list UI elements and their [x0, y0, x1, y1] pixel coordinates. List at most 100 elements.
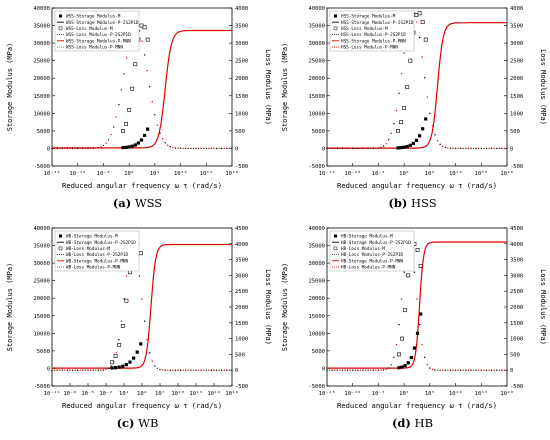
y2-tick-label: 1000 — [510, 111, 523, 117]
loss-fit-point — [100, 146, 102, 148]
loss-fit-point — [485, 147, 488, 150]
loss-fit-point — [218, 369, 220, 371]
x-tick-label: 10¹⁵ — [200, 170, 213, 177]
y2-tick-label: 2500 — [235, 289, 248, 295]
loss-fit-point — [452, 369, 454, 371]
loss-fit-point — [460, 147, 462, 150]
y2-tick-label: -500 — [510, 384, 523, 390]
plot-frame — [326, 7, 508, 167]
y2-tick-label: 0 — [510, 146, 513, 152]
loss-fit-point — [79, 369, 81, 371]
loss-measured-point — [133, 62, 138, 67]
legend-box — [54, 230, 140, 272]
loss-fit-point — [506, 147, 508, 150]
loss-fit-point — [372, 369, 374, 371]
loss-fit-point — [159, 132, 161, 134]
legend-label: WSS-Loss Modulus-M — [66, 26, 113, 32]
loss-fit-point — [398, 323, 400, 326]
loss-fit-point — [398, 92, 400, 95]
loss-fit-point — [501, 369, 503, 371]
y2-tick-label: 3000 — [510, 273, 523, 279]
loss-measured-point — [415, 248, 420, 253]
loss-fit-point — [472, 147, 475, 150]
x-tick-label: 10⁰ — [399, 170, 409, 177]
y2-tick-label: 1500 — [235, 94, 248, 100]
loss-fit-point — [472, 369, 475, 371]
legend-label: HSS-Loss Modulus-P-MNN — [341, 45, 398, 51]
storage-measured-point — [139, 342, 143, 346]
loss-fit-point — [395, 109, 398, 112]
loss-fit-point — [362, 369, 364, 371]
y2-tick-label: 0 — [235, 146, 238, 152]
x-tick-label: 10⁰ — [124, 170, 134, 177]
y-tick-label: 5000 — [37, 129, 50, 135]
loss-fit-point — [357, 147, 359, 150]
loss-fit-point — [213, 369, 215, 371]
chart-panel-hss: 10⁻¹⁵ 10⁻¹⁰ 10⁻⁵ 10⁰ 10⁵ 10¹⁰ 10¹⁵ 10²⁰ -5000 0 50… — [275, 0, 550, 220]
loss-fit-point — [429, 367, 431, 369]
loss-fit-point — [424, 77, 426, 79]
y2-tick-label: 500 — [510, 129, 520, 135]
loss-fit-point — [177, 369, 179, 371]
chart-panel-hb: 10⁻¹⁵ 10⁻¹⁰ 10⁻⁵ 10⁰ 10⁵ 10¹⁰ 10¹⁵ 10²⁰ -5000 0 50… — [275, 220, 550, 440]
loss-fit-point — [61, 369, 63, 371]
loss-fit-point — [349, 147, 351, 150]
storage-measured-point — [414, 138, 419, 142]
x-tick-label: 10⁻⁵ — [372, 390, 385, 397]
loss-fit-point — [493, 369, 495, 371]
storage-measured-point — [406, 361, 410, 365]
y2-tick-label: 2000 — [235, 305, 248, 311]
loss-fit-point — [107, 139, 110, 141]
panel-caption: (a) WSS — [0, 196, 275, 210]
loss-measured-point — [418, 264, 423, 268]
loss-measured-point — [113, 354, 118, 358]
y-axis-title: Storage Modulus (MPa) — [281, 43, 289, 132]
storage-measured-point — [417, 134, 422, 138]
loss-measured-point — [142, 25, 147, 30]
loss-fit-point — [483, 147, 485, 150]
loss-fit-point — [377, 369, 380, 371]
loss-fit-point — [169, 369, 171, 371]
legend-label: HB-Loss Modulus-P-MNN — [341, 265, 396, 271]
y2-tick-label: 2500 — [510, 59, 523, 65]
caption-name: HSS — [411, 196, 437, 210]
y-tick-label: 35000 — [33, 24, 50, 30]
storage-measured-point — [124, 363, 128, 367]
caption-name: WSS — [134, 196, 163, 210]
x-axis-title: Reduced angular frequency ω τ (rad/s) — [337, 401, 497, 410]
loss-fit-point — [123, 73, 125, 75]
caption-name: HB — [414, 416, 434, 430]
loss-fit-point — [172, 369, 174, 371]
loss-fit-point — [156, 367, 159, 370]
loss-fit-point — [146, 69, 148, 72]
panel-caption: (b) HSS — [275, 196, 550, 210]
caption-name: WB — [138, 416, 159, 430]
legend-label: HSS-Loss Modulus-M — [341, 26, 388, 32]
loss-fit-point — [370, 369, 372, 371]
loss-fit-point — [421, 56, 423, 58]
y-axis-title: Storage Modulus (MPa) — [281, 263, 289, 352]
loss-fit-point — [187, 369, 189, 371]
loss-fit-point — [457, 147, 459, 150]
x-axis-title: Reduced angular frequency ω τ (rad/s) — [62, 181, 222, 190]
storage-measured-point — [130, 144, 134, 148]
loss-measured-point — [405, 85, 410, 89]
storage-measured-point — [121, 364, 125, 368]
loss-fit-point — [385, 143, 387, 145]
y-tick-label: 10000 — [308, 111, 325, 117]
loss-fit-point — [179, 147, 182, 150]
storage-measured-point — [135, 350, 139, 354]
loss-fit-point — [339, 147, 341, 150]
y-tick-label: 30000 — [33, 41, 50, 47]
loss-fit-point — [215, 147, 218, 150]
legend-symbol — [59, 14, 62, 18]
legend-box — [329, 230, 415, 272]
loss-fit-point — [190, 147, 192, 150]
loss-fit-point — [102, 369, 105, 371]
storage-measured-point — [128, 360, 132, 364]
loss-fit-point — [328, 369, 331, 371]
loss-fit-point — [444, 369, 446, 371]
y2-tick-label: 0 — [235, 368, 238, 374]
legend-label: WB-Storage Modulus-M — [66, 234, 118, 240]
x-tick-label: 10¹⁵ — [475, 390, 488, 397]
